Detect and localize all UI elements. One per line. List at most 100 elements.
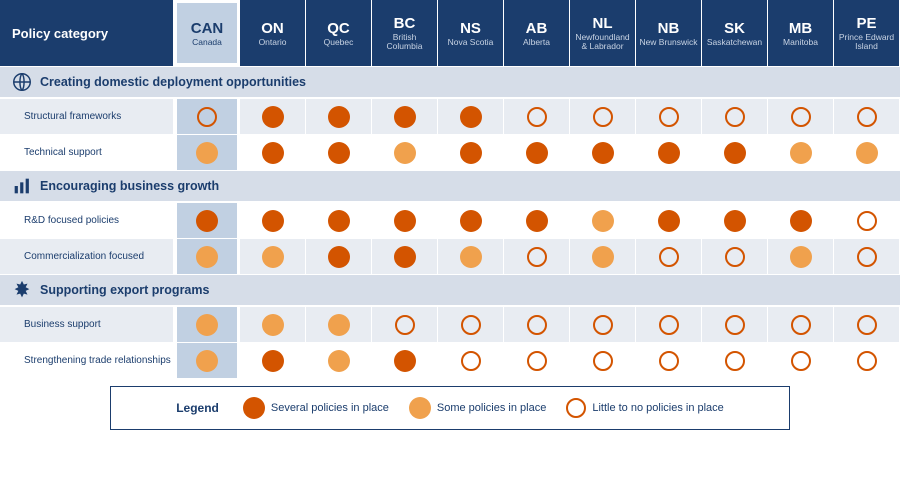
section-header: Supporting export programs	[0, 274, 900, 306]
header-title: Policy category	[0, 0, 174, 66]
dot-some	[196, 246, 218, 268]
cell	[834, 203, 900, 238]
dot-little	[527, 351, 547, 371]
cell	[372, 135, 438, 170]
section-header: Creating domestic deployment opportuniti…	[0, 66, 900, 98]
header-abbr: AB	[526, 20, 548, 37]
cell	[768, 135, 834, 170]
section-title: Encouraging business growth	[40, 179, 219, 193]
cell	[570, 135, 636, 170]
dot-little	[725, 107, 745, 127]
header-fullname: Quebec	[324, 38, 354, 47]
dot-several	[592, 142, 614, 164]
cell	[240, 203, 306, 238]
cell	[438, 239, 504, 274]
dot-little	[791, 315, 811, 335]
cell	[240, 99, 306, 134]
dot-some	[328, 314, 350, 336]
dot-several	[394, 350, 416, 372]
cell	[372, 239, 438, 274]
cell	[438, 99, 504, 134]
cell	[306, 203, 372, 238]
policy-matrix: Policy category CANCanadaONOntarioQCQueb…	[0, 0, 900, 378]
dot-little	[857, 211, 877, 231]
dot-little	[857, 351, 877, 371]
cell	[702, 203, 768, 238]
cell	[636, 239, 702, 274]
cell	[702, 343, 768, 378]
header-row: Policy category CANCanadaONOntarioQCQueb…	[0, 0, 900, 66]
dot-several	[262, 210, 284, 232]
dot-several	[658, 210, 680, 232]
cell	[240, 135, 306, 170]
cell	[306, 239, 372, 274]
cell	[306, 135, 372, 170]
legend-item-some: Some policies in place	[409, 397, 546, 419]
dot-little	[791, 107, 811, 127]
dot-some	[196, 314, 218, 336]
cell	[768, 343, 834, 378]
cell	[372, 99, 438, 134]
dot-several	[328, 106, 350, 128]
cell	[174, 307, 240, 342]
dot-little	[527, 107, 547, 127]
header-abbr: ON	[261, 20, 284, 37]
header-abbr: NL	[593, 15, 613, 32]
cell	[372, 343, 438, 378]
cell	[702, 99, 768, 134]
dot-some	[592, 246, 614, 268]
cell	[570, 239, 636, 274]
row-label: Strengthening trade relationships	[0, 343, 174, 378]
dot-several	[262, 142, 284, 164]
table-row: Commercialization focused	[0, 238, 900, 274]
cell	[636, 99, 702, 134]
cell	[240, 307, 306, 342]
dot-several	[394, 106, 416, 128]
dot-several	[460, 210, 482, 232]
section-title: Supporting export programs	[40, 283, 209, 297]
section-title: Creating domestic deployment opportuniti…	[40, 75, 306, 89]
dot-several	[460, 142, 482, 164]
header-fullname: Newfoundland & Labrador	[572, 33, 633, 51]
dot-little	[659, 351, 679, 371]
cell	[306, 307, 372, 342]
dot-some	[196, 350, 218, 372]
dot-several	[196, 210, 218, 232]
dot-some	[460, 246, 482, 268]
header-col-sk: SKSaskatchewan	[702, 0, 768, 66]
header-fullname: Canada	[192, 38, 222, 47]
cell	[702, 307, 768, 342]
cell	[834, 99, 900, 134]
cell	[174, 239, 240, 274]
table-row: Strengthening trade relationships	[0, 342, 900, 378]
cell	[240, 343, 306, 378]
dot-several	[328, 246, 350, 268]
dot-little	[197, 107, 217, 127]
cell	[306, 343, 372, 378]
dot-little	[527, 247, 547, 267]
cell	[174, 135, 240, 170]
cell	[768, 99, 834, 134]
dot-some	[592, 210, 614, 232]
dot-several	[328, 142, 350, 164]
cell	[438, 135, 504, 170]
table-row: Business support	[0, 306, 900, 342]
cell	[834, 343, 900, 378]
cell	[570, 99, 636, 134]
cell	[834, 239, 900, 274]
dot-little	[593, 351, 613, 371]
header-fullname: Nova Scotia	[448, 38, 494, 47]
header-abbr: CAN	[191, 20, 224, 37]
row-label: R&D focused policies	[0, 203, 174, 238]
dot-little	[659, 107, 679, 127]
dot-little	[857, 107, 877, 127]
header-fullname: British Columbia	[374, 33, 435, 51]
cell	[438, 203, 504, 238]
legend-item-several: Several policies in place	[243, 397, 389, 419]
dot-several	[262, 106, 284, 128]
cell	[834, 307, 900, 342]
dot-little	[659, 315, 679, 335]
dot-some	[262, 314, 284, 336]
section-header: Encouraging business growth	[0, 170, 900, 202]
dot-some	[196, 142, 218, 164]
